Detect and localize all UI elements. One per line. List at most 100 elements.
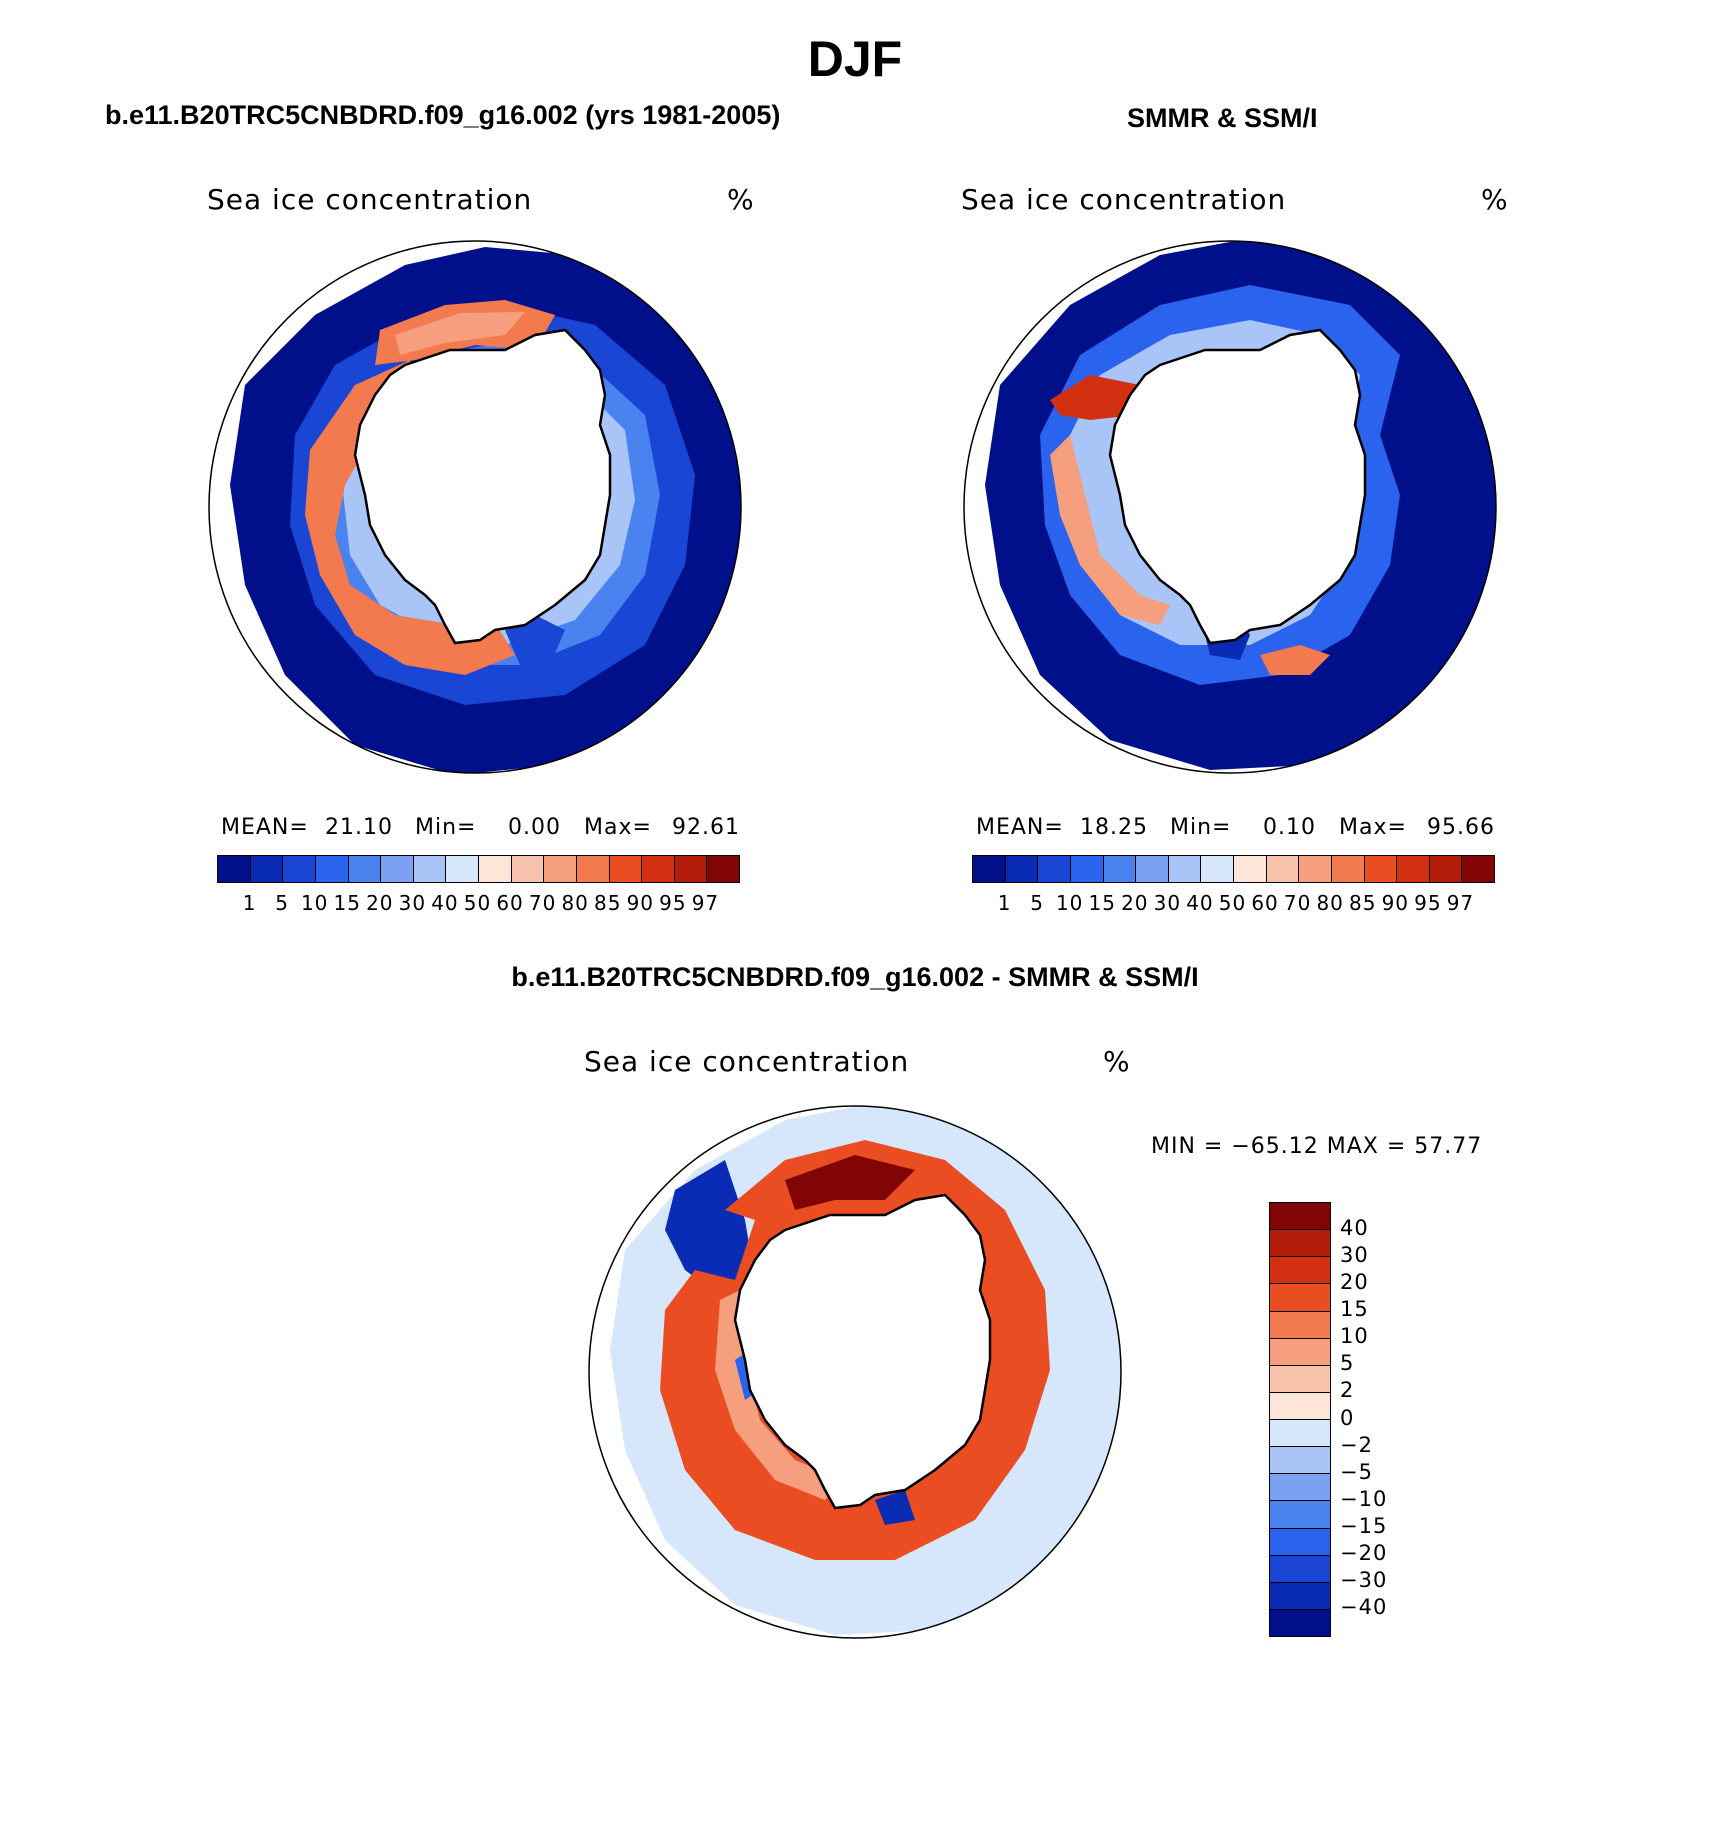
colorbar-swatch [609, 856, 643, 882]
colorbar-swatch [642, 856, 675, 882]
obs-colorbar [972, 855, 1495, 883]
colorbar-tick-label: 80 [1316, 891, 1344, 915]
colorbar-tick-label: −5 [1340, 1459, 1373, 1484]
colorbar-swatch [1270, 1555, 1330, 1583]
colorbar-swatch [381, 856, 414, 882]
colorbar-tick-label: 40 [1340, 1216, 1369, 1241]
colorbar-tick-label: 1 [997, 891, 1012, 915]
colorbar-tick-label: 0 [1340, 1405, 1355, 1430]
colorbar-tick-label: 50 [1218, 891, 1247, 915]
colorbar-tick-label: 90 [626, 891, 655, 915]
colorbar-tick-label: 10 [300, 891, 329, 915]
colorbar-swatch [250, 856, 284, 882]
colorbar-swatch [1168, 856, 1202, 882]
colorbar-swatch [674, 856, 708, 882]
colorbar-swatch [446, 856, 479, 882]
colorbar-swatch [315, 856, 349, 882]
colorbar-swatch [1270, 1257, 1330, 1285]
colorbar-tick-label: 15 [1088, 891, 1116, 915]
colorbar-tick-label: 1 [242, 891, 257, 915]
model-mean-value: 21.10 [325, 815, 393, 840]
model-max-label: Max= [584, 815, 652, 840]
colorbar-swatch [1070, 856, 1104, 882]
obs-ice-map [963, 240, 1497, 774]
colorbar-swatch [1331, 856, 1365, 882]
colorbar-swatch [1429, 856, 1463, 882]
model-ice-map [208, 240, 742, 774]
colorbar-tick-label: 2 [1340, 1378, 1355, 1403]
colorbar-swatch [413, 856, 447, 882]
colorbar-swatch [218, 856, 251, 882]
obs-colorbar-ticks: 1 5 10 15 20 30 40 50 60 70 80 85 90 95 97 [972, 891, 1493, 917]
colorbar-swatch [1270, 1392, 1330, 1420]
obs-max-value: 95.66 [1427, 815, 1495, 840]
obs-mean-label: MEAN= [976, 815, 1064, 840]
colorbar-tick-label: 97 [1446, 891, 1475, 915]
colorbar-tick-label: 97 [691, 891, 720, 915]
colorbar-swatch [1397, 856, 1430, 882]
colorbar-tick-label: 40 [431, 891, 459, 915]
antarctica-landmass [1108, 328, 1367, 645]
obs-max-label: Max= [1339, 815, 1407, 840]
colorbar-swatch [1270, 1447, 1330, 1475]
colorbar-swatch [1270, 1230, 1330, 1258]
colorbar-swatch [1270, 1609, 1330, 1636]
obs-unit-label: % [1481, 183, 1509, 216]
diff-panel-title: b.e11.B20TRC5CNBDRD.f09_g16.002 - SMMR &… [511, 962, 1199, 992]
model-mean-label: MEAN= [221, 815, 309, 840]
colorbar-tick-label: 90 [1381, 891, 1410, 915]
colorbar-swatch [576, 856, 610, 882]
colorbar-swatch [1038, 856, 1071, 882]
colorbar-swatch [1270, 1528, 1330, 1556]
colorbar-tick-label: 15 [333, 891, 361, 915]
colorbar-swatch [1270, 1284, 1330, 1312]
colorbar-tick-label: 10 [1340, 1324, 1369, 1349]
model-min-value: 0.00 [508, 815, 561, 840]
model-field-label: Sea ice concentration [207, 183, 533, 216]
diff-field-label: Sea ice concentration [584, 1045, 910, 1078]
colorbar-swatch [1270, 1501, 1330, 1529]
colorbar-tick-label: 95 [1414, 891, 1442, 915]
colorbar-tick-label: 70 [1283, 891, 1312, 915]
colorbar-swatch [1299, 856, 1332, 882]
model-colorbar [217, 855, 740, 883]
colorbar-tick-label: −15 [1340, 1513, 1388, 1538]
colorbar-tick-label: −2 [1340, 1432, 1373, 1457]
colorbar-swatch [1270, 1474, 1330, 1502]
colorbar-swatch [348, 856, 382, 882]
model-max-value: 92.61 [672, 815, 740, 840]
colorbar-tick-label: −10 [1340, 1486, 1388, 1511]
colorbar-tick-label: 5 [1030, 891, 1044, 915]
colorbar-swatch [1266, 856, 1300, 882]
colorbar-swatch [1136, 856, 1169, 882]
colorbar-swatch [479, 856, 512, 882]
colorbar-tick-label: 80 [561, 891, 589, 915]
colorbar-swatch [1103, 856, 1137, 882]
colorbar-swatch [1201, 856, 1234, 882]
colorbar-swatch [511, 856, 545, 882]
colorbar-swatch [283, 856, 316, 882]
model-unit-label: % [727, 183, 755, 216]
diff-colorbar-ticks: 40 30 20 15 10 5 2 0 −2 −5 −10 −15 −20 −30 −40 [1340, 1202, 1440, 1635]
colorbar-swatch [1270, 1365, 1330, 1393]
colorbar-swatch [1462, 856, 1494, 882]
colorbar-tick-label: 85 [594, 891, 622, 915]
colorbar-tick-label: 30 [398, 891, 427, 915]
colorbar-tick-label: 70 [528, 891, 557, 915]
antarctica-landmass [733, 1193, 992, 1510]
colorbar-tick-label: 40 [1186, 891, 1214, 915]
colorbar-swatch [1270, 1338, 1330, 1366]
colorbar-swatch [1270, 1203, 1330, 1231]
colorbar-swatch [707, 856, 739, 882]
obs-min-value: 0.10 [1263, 815, 1316, 840]
colorbar-swatch [1270, 1311, 1330, 1339]
colorbar-tick-label: 30 [1340, 1243, 1369, 1268]
main-title: DJF [807, 31, 903, 87]
colorbar-swatch [1234, 856, 1267, 882]
colorbar-swatch [544, 856, 577, 882]
colorbar-swatch [1270, 1582, 1330, 1610]
colorbar-tick-label: 95 [659, 891, 687, 915]
obs-field-label: Sea ice concentration [961, 183, 1287, 216]
model-colorbar-ticks: 1 5 10 15 20 30 40 50 60 70 80 85 90 95 97 [217, 891, 738, 917]
colorbar-tick-label: 20 [366, 891, 394, 915]
